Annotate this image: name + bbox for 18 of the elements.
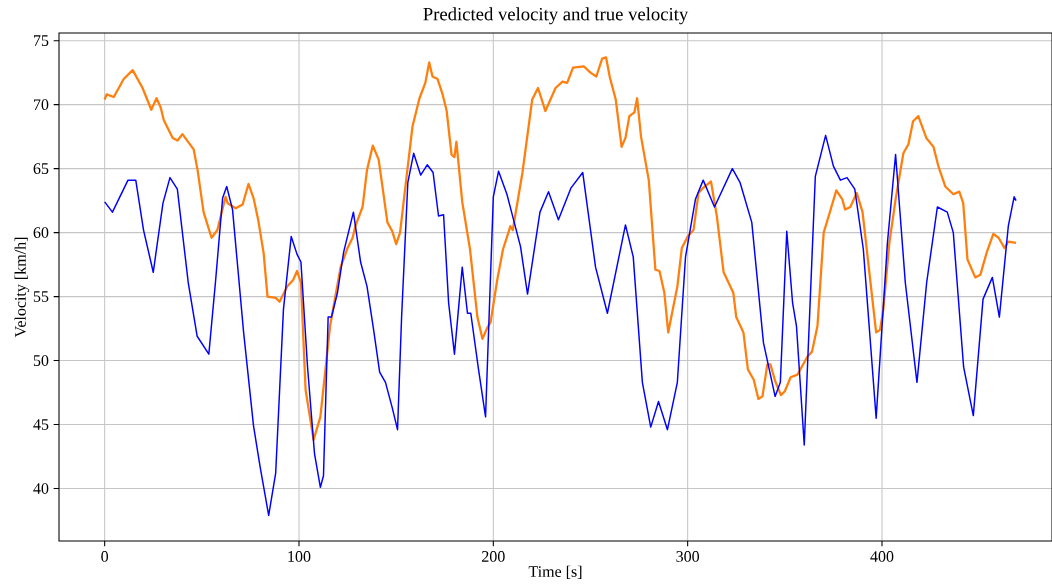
- x-axis-title: Time [s]: [528, 565, 582, 579]
- chart-title: Predicted velocity and true velocity: [423, 7, 689, 25]
- y-tick-label: 50: [33, 355, 49, 366]
- x-tick-label: 0: [101, 551, 109, 562]
- line-series: [103, 56, 1018, 442]
- y-tick-label: 45: [33, 419, 49, 430]
- y-tick-label: 65: [33, 163, 49, 174]
- x-tick-label: 400: [870, 551, 894, 562]
- line-series: [103, 134, 1017, 517]
- y-tick-label: 75: [34, 35, 49, 46]
- x-tick-label: 300: [676, 551, 700, 562]
- y-tick-label: 40: [33, 483, 49, 494]
- y-tick-label: 55: [33, 291, 49, 302]
- y-tick-label: 70: [34, 99, 49, 111]
- y-axis-title: Velocity [km/h]: [14, 237, 30, 338]
- x-tick-label: 100: [288, 551, 311, 562]
- y-tick-label: 60: [33, 227, 49, 238]
- x-tick-label: 200: [482, 551, 505, 562]
